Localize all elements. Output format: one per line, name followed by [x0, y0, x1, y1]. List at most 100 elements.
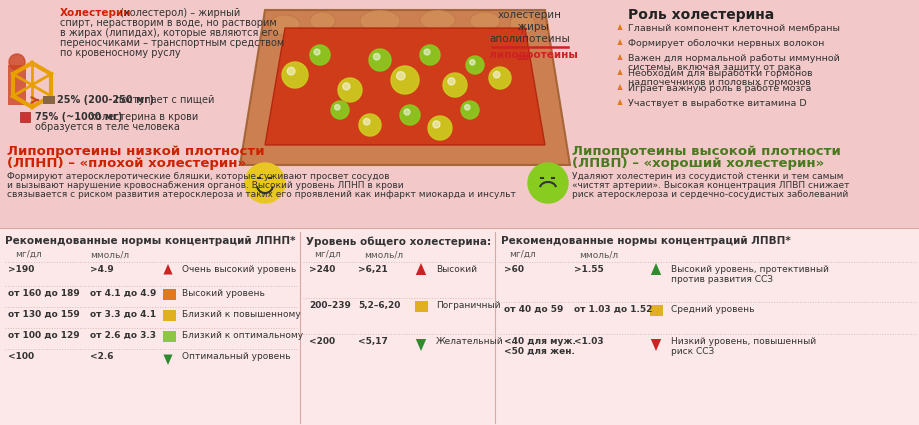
Circle shape	[466, 56, 483, 74]
Text: >60: >60	[504, 265, 524, 274]
Polygon shape	[650, 339, 661, 351]
Bar	[496, 232, 916, 423]
Circle shape	[343, 83, 349, 90]
Ellipse shape	[470, 12, 499, 30]
Text: Рекомендованные нормы концентраций ЛПНП*: Рекомендованные нормы концентраций ЛПНП*	[5, 236, 295, 246]
Text: системы, включая защиту от рака: системы, включая защиту от рака	[628, 63, 800, 72]
Text: Играет важную роль в работе мозга: Играет важную роль в работе мозга	[628, 84, 811, 93]
Polygon shape	[617, 84, 622, 90]
Circle shape	[460, 101, 479, 119]
Circle shape	[337, 78, 361, 102]
Circle shape	[489, 67, 510, 89]
Circle shape	[427, 116, 451, 140]
Text: Очень высокий уровень: Очень высокий уровень	[182, 265, 296, 274]
Text: Пограничный: Пограничный	[436, 301, 500, 310]
Text: Удаляют холестерин из сосудистой стенки и тем самым: Удаляют холестерин из сосудистой стенки …	[572, 172, 843, 181]
Text: >240: >240	[309, 265, 335, 274]
Circle shape	[244, 163, 285, 203]
Ellipse shape	[420, 10, 455, 30]
Circle shape	[358, 114, 380, 136]
Text: риск атеросклероза и сердечно-сосудистых заболеваний: риск атеросклероза и сердечно-сосудистых…	[572, 190, 847, 199]
Polygon shape	[617, 54, 622, 60]
Text: поступает с пищей: поступает с пищей	[112, 95, 214, 105]
Circle shape	[396, 71, 404, 80]
Polygon shape	[617, 99, 622, 105]
Text: от 160 до 189: от 160 до 189	[8, 289, 80, 298]
Text: ммоль/л: ммоль/л	[578, 250, 618, 259]
Text: образуется в теле человека: образуется в теле человека	[35, 122, 180, 132]
Text: от 4.1 до 4.9: от 4.1 до 4.9	[90, 289, 156, 298]
Text: связывается с риском развития атеросклероза и таких его проявлений как инфаркт м: связывается с риском развития атеросклер…	[7, 190, 516, 199]
Bar	[650, 305, 663, 316]
Text: аполипотеины: аполипотеины	[489, 34, 570, 44]
Text: мг/дл: мг/дл	[15, 250, 41, 259]
Circle shape	[363, 119, 369, 125]
Bar	[8, 65, 26, 105]
Text: >6,21: >6,21	[357, 265, 387, 274]
Bar	[163, 331, 176, 342]
Polygon shape	[415, 263, 425, 275]
Text: Главный компонент клеточной мембраны: Главный компонент клеточной мембраны	[628, 24, 839, 33]
Circle shape	[493, 71, 499, 78]
Circle shape	[403, 109, 410, 115]
Text: жиры: жиры	[511, 22, 549, 32]
Text: мг/дл: мг/дл	[508, 250, 535, 259]
Text: Близкий к оптимальному: Близкий к оптимальному	[182, 331, 302, 340]
Text: от 2.6 до 3.3: от 2.6 до 3.3	[90, 331, 156, 340]
Text: Близкий к повышенному: Близкий к повышенному	[182, 310, 301, 319]
Text: ммоль/л: ммоль/л	[90, 250, 129, 259]
Circle shape	[335, 105, 340, 110]
Text: Роль холестерина: Роль холестерина	[628, 8, 774, 22]
Polygon shape	[617, 39, 622, 45]
Text: от 130 до 159: от 130 до 159	[8, 310, 80, 319]
Text: (ЛПНП) – «плохой холестерин»: (ЛПНП) – «плохой холестерин»	[7, 157, 246, 170]
Circle shape	[400, 105, 420, 125]
Text: Желательный: Желательный	[436, 337, 503, 346]
Text: 5,2–6,20: 5,2–6,20	[357, 301, 400, 310]
Text: <200: <200	[309, 337, 335, 346]
Text: Холестерин: Холестерин	[60, 8, 131, 18]
Text: Формирует оболочки нервных волокон: Формирует оболочки нервных волокон	[628, 39, 823, 48]
Circle shape	[282, 62, 308, 88]
Text: Оптимальный уровень: Оптимальный уровень	[182, 352, 290, 361]
Text: <5,17: <5,17	[357, 337, 388, 346]
Text: ммоль/л: ммоль/л	[364, 250, 403, 259]
Text: Средний уровень: Средний уровень	[670, 305, 754, 314]
Circle shape	[287, 67, 295, 75]
Polygon shape	[240, 10, 570, 165]
Text: Липопротеины низкой плотности: Липопротеины низкой плотности	[7, 145, 265, 158]
Bar	[43, 96, 55, 104]
Text: от 40 до 59: от 40 до 59	[504, 305, 562, 314]
Text: <40 для муж.
<50 для жен.: <40 для муж. <50 для жен.	[504, 337, 575, 357]
Circle shape	[443, 73, 467, 97]
Circle shape	[448, 78, 455, 85]
Polygon shape	[650, 263, 661, 275]
Text: <100: <100	[8, 352, 34, 361]
Text: Высокий уровень, протективный: Высокий уровень, протективный	[670, 265, 828, 274]
Bar	[0, 0, 919, 228]
Text: (холестерол) – жирный: (холестерол) – жирный	[117, 8, 240, 18]
Ellipse shape	[269, 15, 300, 35]
Text: =: =	[515, 50, 528, 65]
Text: от 3.3 до 4.1: от 3.3 до 4.1	[90, 310, 156, 319]
Text: +: +	[515, 22, 528, 37]
Circle shape	[391, 66, 418, 94]
Text: надпочечников и половых гормонов: надпочечников и половых гормонов	[628, 78, 810, 87]
Text: спирт, нерастворим в воде, но растворим: спирт, нерастворим в воде, но растворим	[60, 18, 277, 28]
Text: холестерин: холестерин	[497, 10, 562, 20]
Text: «чистят артерии». Высокая концентрация ЛПВП снижает: «чистят артерии». Высокая концентрация Л…	[572, 181, 848, 190]
Circle shape	[369, 49, 391, 71]
Text: от 100 до 129: от 100 до 129	[8, 331, 80, 340]
Text: Важен для нормальной работы иммунной: Важен для нормальной работы иммунной	[628, 54, 839, 63]
Text: риск ССЗ: риск ССЗ	[670, 347, 713, 356]
Circle shape	[313, 49, 320, 55]
Circle shape	[469, 60, 474, 65]
Circle shape	[331, 101, 348, 119]
Bar	[414, 301, 427, 312]
Polygon shape	[164, 264, 173, 275]
Bar	[2, 232, 300, 423]
Text: переносчиками – транспортным средством: переносчиками – транспортным средством	[60, 38, 284, 48]
Circle shape	[373, 54, 380, 60]
Text: Высокий: Высокий	[436, 265, 476, 274]
Circle shape	[528, 163, 567, 203]
